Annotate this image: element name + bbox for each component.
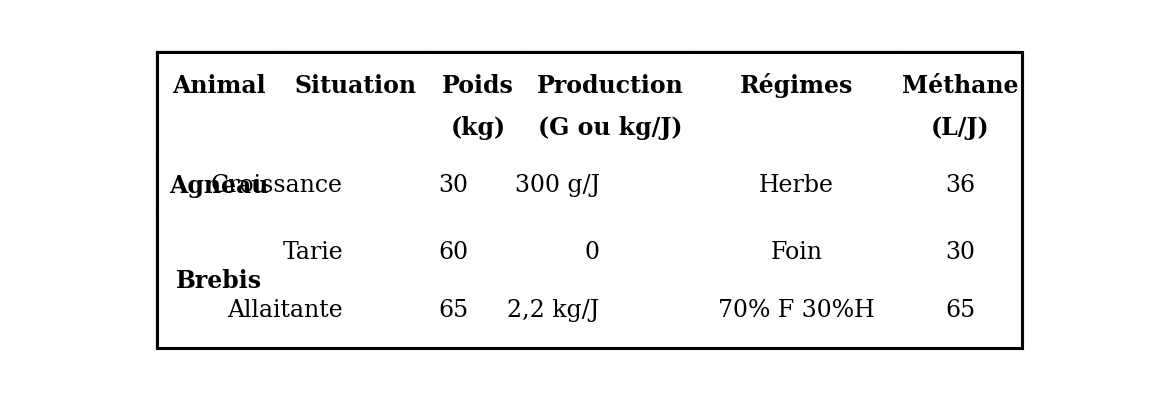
Bar (526, 157, 695, 215)
Bar (899, 157, 1021, 215)
Bar (899, 52, 1021, 157)
Text: 0: 0 (584, 240, 600, 263)
Bar (695, 215, 899, 348)
Text: Croissance: Croissance (212, 174, 343, 198)
Text: (kg): (kg) (451, 116, 506, 140)
Text: 2,2 kg/J: 2,2 kg/J (507, 299, 600, 322)
Text: (G ou kg/J): (G ou kg/J) (537, 116, 682, 140)
Bar (279, 52, 430, 157)
Bar (430, 52, 526, 157)
Text: 70% F 30%H: 70% F 30%H (718, 299, 875, 322)
Bar (279, 215, 430, 348)
Bar (526, 52, 695, 157)
Text: Foin: Foin (770, 240, 822, 263)
Text: 65: 65 (438, 299, 468, 322)
Bar (695, 52, 899, 157)
Bar (526, 215, 695, 348)
Text: Régimes: Régimes (739, 73, 853, 98)
Text: (L/J): (L/J) (930, 116, 989, 140)
Bar (279, 157, 430, 215)
Text: Agneau: Agneau (169, 174, 268, 198)
Text: 65: 65 (945, 299, 975, 322)
Text: 300 g/J: 300 g/J (514, 174, 600, 198)
Text: Situation: Situation (294, 74, 416, 98)
Bar (158, 215, 279, 348)
Bar (158, 52, 279, 157)
Text: Herbe: Herbe (759, 174, 834, 198)
Text: 36: 36 (945, 174, 975, 198)
Text: Méthane: Méthane (902, 74, 1019, 98)
Text: Brebis: Brebis (176, 269, 261, 293)
Text: Production: Production (537, 74, 683, 98)
Text: 30: 30 (945, 240, 975, 263)
Bar (899, 215, 1021, 348)
Bar (158, 157, 279, 215)
Text: Allaitante: Allaitante (228, 299, 343, 322)
Text: 30: 30 (438, 174, 468, 198)
Bar (430, 157, 526, 215)
Text: Poids: Poids (442, 74, 514, 98)
Bar (430, 215, 526, 348)
Text: Animal: Animal (171, 74, 266, 98)
Text: Tarie: Tarie (282, 240, 343, 263)
Text: 60: 60 (438, 240, 468, 263)
Bar (695, 157, 899, 215)
